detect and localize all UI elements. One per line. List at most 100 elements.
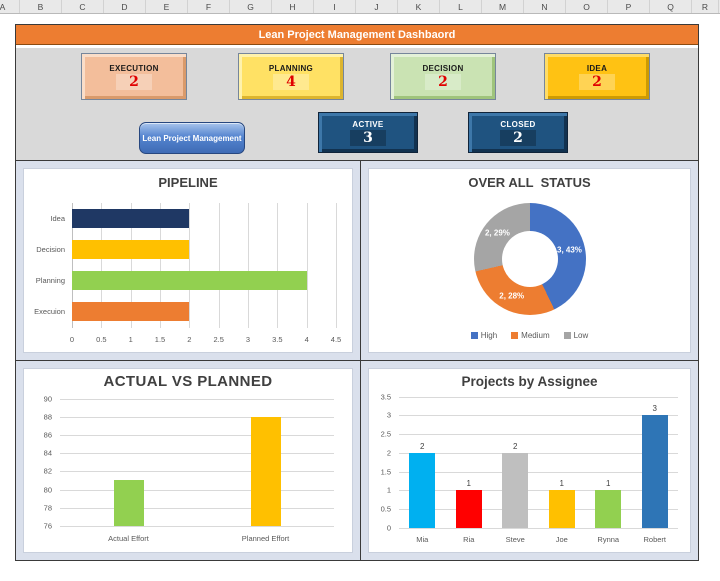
column-header-J[interactable]: J: [356, 0, 398, 13]
column-header-A[interactable]: A: [0, 0, 20, 13]
gridline: [130, 203, 132, 328]
bar-slot: [72, 234, 336, 265]
pipeline-bars: [72, 203, 336, 328]
gridline: [60, 526, 334, 527]
assignee-y-axis: 3.5 3 2.5 2 1.5 1 0.5 0: [369, 392, 395, 533]
pipeline-category-axis: Idea Decision Planning Execuion: [24, 203, 70, 328]
column-header-Q[interactable]: Q: [650, 0, 692, 13]
x-tick-label: 1: [128, 334, 133, 344]
status-card-closed[interactable]: CLOSED 2: [468, 112, 568, 153]
gridline: [60, 489, 334, 491]
gridline: [399, 509, 678, 511]
column-header-M[interactable]: M: [482, 0, 524, 13]
donut-hole: [501, 231, 558, 287]
column-header-R[interactable]: R: [692, 0, 719, 13]
status-label: ACTIVE: [352, 119, 384, 129]
kpi-card-idea[interactable]: IDEA 2: [544, 53, 650, 100]
bar-Planning: [72, 271, 307, 291]
gridline: [336, 203, 337, 328]
panel-projects-by-assignee: Projects by Assignee 3.5 3 2.5 2 1.5 1 0.5 0 2 1…: [361, 360, 698, 560]
legend-swatch: [511, 331, 519, 339]
kpi-card-decision[interactable]: DECISION 2: [390, 53, 496, 100]
donut-legend: High Medium Low: [369, 331, 690, 340]
gridline: [399, 415, 678, 417]
column-header-E[interactable]: E: [146, 0, 188, 13]
column-header-K[interactable]: K: [398, 0, 440, 13]
column-header-N[interactable]: N: [524, 0, 566, 13]
slice-label-high: 3, 43%: [557, 245, 582, 255]
legend-swatch: [563, 331, 571, 339]
bar-Rynna: [595, 490, 622, 528]
bar-slot: 2: [492, 397, 539, 528]
bar-Ria: [455, 490, 482, 528]
gridline: [160, 203, 161, 328]
gridline: [60, 471, 334, 473]
y-tick-label: 1.5: [380, 467, 391, 477]
column-header-B[interactable]: B: [20, 0, 62, 13]
category-label: Execuion: [34, 307, 65, 317]
projects-by-assignee-title: Projects by Assignee: [461, 373, 598, 389]
data-label: 3: [652, 404, 657, 414]
kpi-card-planning[interactable]: PLANNING 4: [238, 53, 344, 100]
category-label: Rynna: [597, 535, 620, 544]
bar-slot: 1: [539, 397, 586, 528]
category-label: Actual Effort: [108, 534, 149, 543]
bar-Mia: [409, 452, 436, 528]
column-header-H[interactable]: H: [272, 0, 314, 13]
gridline: [60, 398, 334, 400]
kpi-label: IDEA: [586, 63, 608, 73]
column-header-O[interactable]: O: [566, 0, 608, 13]
category-label: Mia: [416, 535, 429, 544]
bars-row: 2 1 2 1 1 3: [399, 397, 678, 528]
x-tick-label: 1.5: [154, 334, 166, 344]
status-value: 2: [500, 129, 536, 146]
column-header-L[interactable]: L: [440, 0, 482, 13]
overall-status-chart[interactable]: OVER ALL STATUS 3, 43% 2, 28% 2, 29% High M…: [368, 168, 691, 353]
kpi-card-execution[interactable]: EXECUTION 2: [81, 53, 187, 100]
bar-Joe: [548, 490, 575, 528]
projects-by-assignee-chart[interactable]: Projects by Assignee 3.5 3 2.5 2 1.5 1 0.5 0 2 1…: [368, 367, 691, 553]
gridline: [101, 203, 103, 328]
lean-project-management-button[interactable]: Lean Project Management: [139, 122, 245, 154]
assignee-plot-area: 2 1 2 1 1 3: [399, 396, 678, 529]
data-label: 1: [606, 479, 611, 489]
dashboard-title: Lean Project Management Dashbaord: [16, 25, 698, 45]
panel-overall-status: OVER ALL STATUS 3, 43% 2, 28% 2, 29% High M…: [361, 161, 698, 361]
panel-actual-vs-planned: ACTUAL VS PLANNED 90 88 86 84 82 80 78 76 Actua…: [16, 360, 361, 560]
y-tick-label: 0.5: [380, 504, 391, 514]
bar-slot: [72, 296, 336, 327]
y-tick-label: 80: [43, 485, 52, 495]
column-header-D[interactable]: D: [104, 0, 146, 13]
actual-vs-planned-chart[interactable]: ACTUAL VS PLANNED 90 88 86 84 82 80 78 76 Actua…: [23, 367, 353, 553]
data-label: 1: [466, 479, 471, 489]
y-tick-label: 88: [43, 412, 52, 422]
bar-slot: [60, 399, 197, 526]
x-tick-label: 4: [304, 334, 309, 344]
gridline: [277, 203, 279, 328]
actual-vs-planned-title: ACTUAL VS PLANNED: [103, 372, 273, 390]
kpi-label: DECISION: [422, 63, 464, 73]
gridline: [399, 528, 678, 529]
column-header-I[interactable]: I: [314, 0, 356, 13]
kpi-label: PLANNING: [268, 63, 314, 73]
column-header-G[interactable]: G: [230, 0, 272, 13]
kpi-value: 4: [273, 73, 309, 90]
bar-Steve: [502, 452, 529, 528]
category-label: Idea: [50, 214, 65, 224]
bars-row: [60, 399, 334, 526]
slice-label-low: 2, 29%: [484, 228, 510, 238]
column-header-C[interactable]: C: [62, 0, 104, 13]
bar-Decision: [72, 240, 190, 260]
column-header-P[interactable]: P: [608, 0, 650, 13]
kpi-value: 2: [425, 73, 461, 90]
bar-Actual Effort: [113, 480, 144, 526]
kpi-value: 2: [116, 73, 152, 90]
y-tick-label: 86: [43, 430, 52, 440]
gridline: [399, 490, 678, 492]
avp-plot-area: [60, 398, 334, 527]
column-header-F[interactable]: F: [188, 0, 230, 13]
status-card-active[interactable]: ACTIVE 3: [318, 112, 418, 153]
legend-item-medium: Medium: [511, 331, 550, 340]
